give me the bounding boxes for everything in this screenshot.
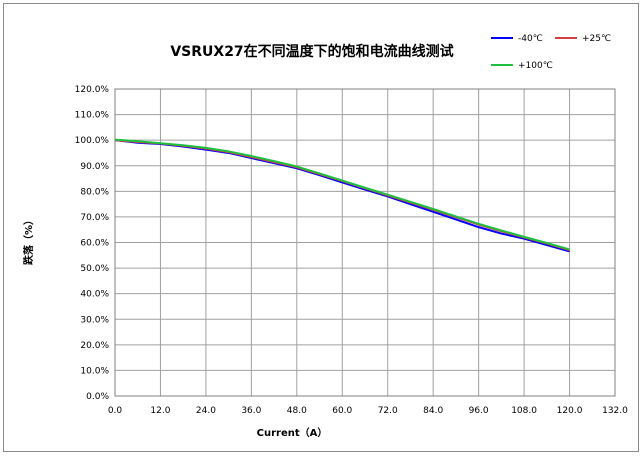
- x-axis-label: Current（A）: [257, 426, 328, 439]
- x-tick-label: 96.0: [469, 406, 489, 416]
- y-tick-label: 60.0%: [80, 239, 109, 249]
- y-tick-label: 90.0%: [80, 162, 109, 172]
- y-tick-label: 120.0%: [75, 85, 110, 95]
- x-tick-label: 84.0: [423, 406, 443, 416]
- y-tick-label: 110.0%: [75, 111, 110, 121]
- x-tick-label: 12.0: [150, 406, 170, 416]
- x-tick-label: 108.0: [511, 406, 537, 416]
- x-tick-labels: 0.0 12.0 24.0 36.0 48.0 60.0 72.0 84.0 96.0 108.0…: [108, 406, 628, 416]
- x-tick-label: 48.0: [287, 406, 307, 416]
- legend-label: -40℃: [518, 34, 543, 44]
- x-tick-label: 120.0: [557, 406, 583, 416]
- y-tick-label: 20.0%: [80, 341, 109, 351]
- y-tick-label: 40.0%: [80, 290, 109, 300]
- chart-frame: VSRUX27在不同温度下的饱和电流曲线测试 0.0% 10.0% 20.0% 30.…: [3, 3, 639, 452]
- series-line-100: [114, 138, 570, 251]
- y-tick-label: 70.0%: [80, 213, 109, 223]
- x-tick-label: 72.0: [378, 406, 398, 416]
- y-tick-label: 30.0%: [80, 315, 109, 325]
- x-tick-label: 60.0: [332, 406, 352, 416]
- y-axis-label: 跌落（%）: [22, 215, 35, 265]
- x-tick-label: 0.0: [108, 406, 123, 416]
- legend-label: +100℃: [518, 61, 553, 71]
- y-tick-label: 100.0%: [75, 136, 110, 146]
- y-tick-label: 50.0%: [80, 264, 109, 274]
- chart-svg: VSRUX27在不同温度下的饱和电流曲线测试 0.0% 10.0% 20.0% 30.…: [22, 34, 628, 439]
- y-tick-label: 0.0%: [86, 392, 109, 402]
- plot-area: [114, 88, 616, 397]
- legend-label: +25℃: [582, 34, 611, 44]
- x-tick-label: 132.0: [602, 406, 628, 416]
- y-tick-label: 10.0%: [80, 366, 109, 376]
- series-group: [114, 138, 570, 253]
- legend: -40℃ +25℃ +100℃: [491, 34, 611, 71]
- x-tick-label: 36.0: [241, 406, 261, 416]
- y-tick-label: 80.0%: [80, 187, 109, 197]
- x-tick-label: 24.0: [196, 406, 216, 416]
- chart-title: VSRUX27在不同温度下的饱和电流曲线测试: [170, 43, 453, 60]
- y-tick-labels: 0.0% 10.0% 20.0% 30.0% 40.0% 50.0% 60.0% 70.0% 8…: [75, 85, 110, 402]
